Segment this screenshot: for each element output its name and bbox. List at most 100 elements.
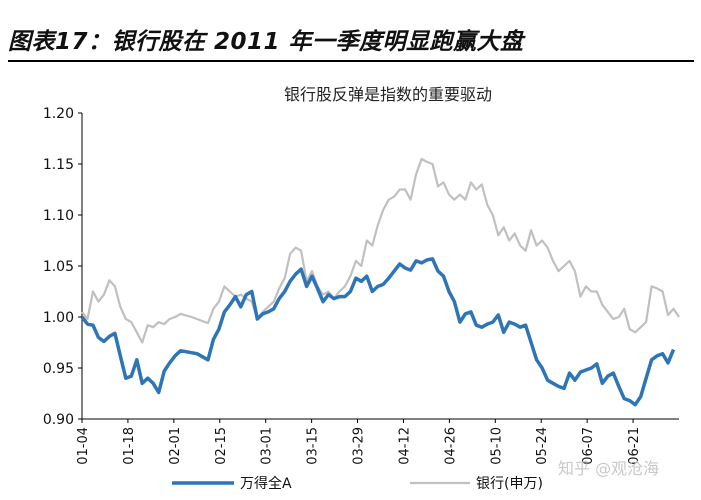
x-tick-label: 06-21 xyxy=(627,427,642,465)
series-wind-all-a-point xyxy=(580,372,581,373)
series-wind-all-a-point xyxy=(437,271,438,272)
x-tick-label: 02-15 xyxy=(214,427,229,465)
series-wind-all-a-point xyxy=(503,332,504,333)
series-wind-all-a-point xyxy=(301,269,302,270)
series-wind-all-a-point xyxy=(175,355,176,356)
series-wind-all-a-point xyxy=(470,311,471,312)
series-bank-sw-point xyxy=(224,286,225,287)
series-bank-sw-point xyxy=(487,204,488,205)
series-wind-all-a-point xyxy=(279,298,280,299)
series-wind-all-a-point xyxy=(394,271,395,272)
series-wind-all-a-point xyxy=(142,383,143,384)
series-bank-sw-point xyxy=(339,291,340,292)
series-line-bank-sw xyxy=(81,157,680,344)
series-bank-sw-point xyxy=(394,196,395,197)
series-wind-all-a-point xyxy=(229,304,230,305)
series-wind-all-a-point xyxy=(673,349,674,350)
series-bank-sw-point xyxy=(536,245,537,246)
series-bank-sw-point xyxy=(169,318,170,319)
series-bank-sw-point xyxy=(92,291,93,292)
series-bank-sw-point xyxy=(667,314,668,315)
series-wind-all-a-point xyxy=(514,324,515,325)
x-tick-label: 06-07 xyxy=(581,427,596,465)
series-bank-sw-point xyxy=(87,318,88,319)
series-bank-sw-point xyxy=(607,311,608,312)
x-tick-label: 02-01 xyxy=(168,427,183,465)
series-wind-all-a-point xyxy=(240,306,241,307)
series-bank-sw-point xyxy=(448,194,449,195)
series-wind-all-a-point xyxy=(651,359,652,360)
series-bank-sw-point xyxy=(454,199,455,200)
series-bank-sw-point xyxy=(520,245,521,246)
legend-item-bank-sw-label: 银行(申万) xyxy=(476,476,543,492)
series-wind-all-a-point xyxy=(465,313,466,314)
series-bank-sw-point xyxy=(635,332,636,333)
series-wind-all-a-point xyxy=(268,311,269,312)
series-wind-all-a-point xyxy=(520,327,521,328)
series-bank-sw-point xyxy=(114,286,115,287)
series-bank-sw-point xyxy=(443,182,444,183)
series-bank-sw-point xyxy=(240,294,241,295)
series-wind-all-a-point xyxy=(153,383,154,384)
series-wind-all-a-point xyxy=(399,263,400,264)
series-wind-all-a-point xyxy=(574,380,575,381)
series-bank-sw-point xyxy=(131,322,132,323)
series-wind-all-a-point xyxy=(207,359,208,360)
series-bank-sw-point xyxy=(191,316,192,317)
series-wind-all-a-point xyxy=(366,276,367,277)
series-wind-all-a-point xyxy=(290,281,291,282)
series-bank-sw-point xyxy=(498,235,499,236)
series-bank-sw-point xyxy=(547,247,548,248)
series-wind-all-a-point xyxy=(295,274,296,275)
series-wind-all-a-point xyxy=(416,260,417,261)
series-wind-all-a-point xyxy=(667,362,668,363)
series-bank-sw-point xyxy=(657,288,658,289)
series-wind-all-a-point xyxy=(311,276,312,277)
series-bank-sw-point xyxy=(366,240,367,241)
series-bank-sw-point xyxy=(531,230,532,231)
series-wind-all-a-point xyxy=(377,286,378,287)
series-bank-sw-point xyxy=(328,291,329,292)
x-tick-label: 01-04 xyxy=(76,427,91,465)
series-bank-sw-point xyxy=(207,323,208,324)
series-wind-all-a-point xyxy=(487,324,488,325)
series-wind-all-a-point xyxy=(87,324,88,325)
x-tick-label: 01-18 xyxy=(122,427,137,465)
series-wind-all-a-point xyxy=(180,350,181,351)
x-axis: 01-04 01-18 02-01 02-15 03-01 03-15 03-29 04-12… xyxy=(76,418,679,465)
series-wind-all-a-point xyxy=(585,369,586,370)
series-bank-sw-point xyxy=(432,163,433,164)
series-bank-sw-point xyxy=(569,260,570,261)
series-wind-all-a-point xyxy=(635,404,636,405)
series-wind-all-a-point xyxy=(114,333,115,334)
series-bank-sw-point xyxy=(585,286,586,287)
series-bank-sw-point xyxy=(509,240,510,241)
series-bank-sw-point xyxy=(311,271,312,272)
series-wind-all-a-point xyxy=(273,308,274,309)
series-bank-sw-point xyxy=(421,158,422,159)
series-bank-sw-point xyxy=(377,225,378,226)
series-wind-all-a-point xyxy=(388,278,389,279)
series-wind-all-a-point xyxy=(262,313,263,314)
series-bank-sw-point xyxy=(136,332,137,333)
series-bank-sw-point xyxy=(322,294,323,295)
y-tick-label: 0.95 xyxy=(43,361,74,377)
series-wind-all-a-point xyxy=(481,327,482,328)
series-bank-sw-point xyxy=(120,306,121,307)
series-wind-all-a-point xyxy=(328,294,329,295)
series-wind-all-a-point xyxy=(191,352,192,353)
x-tick-label: 05-24 xyxy=(535,427,550,465)
series-wind-all-a-point xyxy=(657,355,658,356)
series-wind-all-a-point xyxy=(136,359,137,360)
series-bank-sw-point xyxy=(481,184,482,185)
series-wind-all-a-point xyxy=(547,380,548,381)
series-wind-all-a-point xyxy=(131,376,132,377)
series-wind-all-a-point xyxy=(448,291,449,292)
series-wind-all-a-point xyxy=(196,353,197,354)
series-wind-all-a-point xyxy=(536,359,537,360)
series-wind-all-a-point xyxy=(569,373,570,374)
series-wind-all-a-point xyxy=(109,336,110,337)
series-bank-sw-point xyxy=(202,321,203,322)
series-wind-all-a-point xyxy=(333,298,334,299)
x-tick-label: 04-26 xyxy=(443,427,458,465)
